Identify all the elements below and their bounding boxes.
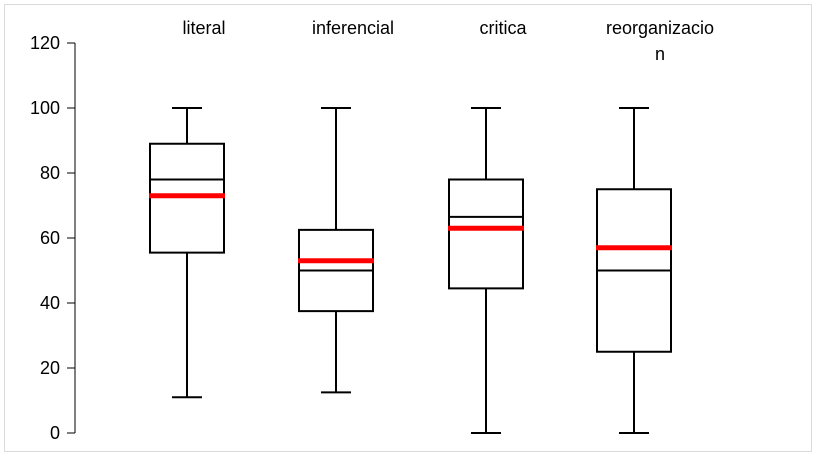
iqr-box	[448, 178, 524, 290]
category-label: inferencial	[312, 18, 394, 38]
category-label: n	[655, 44, 665, 64]
box-2	[298, 107, 374, 394]
category-label: literal	[182, 18, 225, 38]
y-tick-label: 60	[40, 228, 60, 248]
y-tick-label: 20	[40, 358, 60, 378]
category-label: critica	[479, 18, 527, 38]
box-1	[149, 107, 225, 399]
y-tick-label: 120	[30, 33, 60, 53]
box-4	[596, 107, 672, 434]
category-labels-group: literal inferencial critica reorganizacio n	[182, 18, 714, 64]
y-axis-group: 0 20 40 60 80 100 120	[30, 33, 76, 443]
y-tick-label: 0	[50, 423, 60, 443]
boxes-group	[149, 107, 672, 434]
box-3	[448, 107, 524, 434]
y-tick-label: 100	[30, 98, 60, 118]
y-tick-label: 40	[40, 293, 60, 313]
category-label: reorganizacio	[606, 18, 714, 38]
chart-frame	[4, 4, 812, 452]
y-tick-label: 80	[40, 163, 60, 183]
